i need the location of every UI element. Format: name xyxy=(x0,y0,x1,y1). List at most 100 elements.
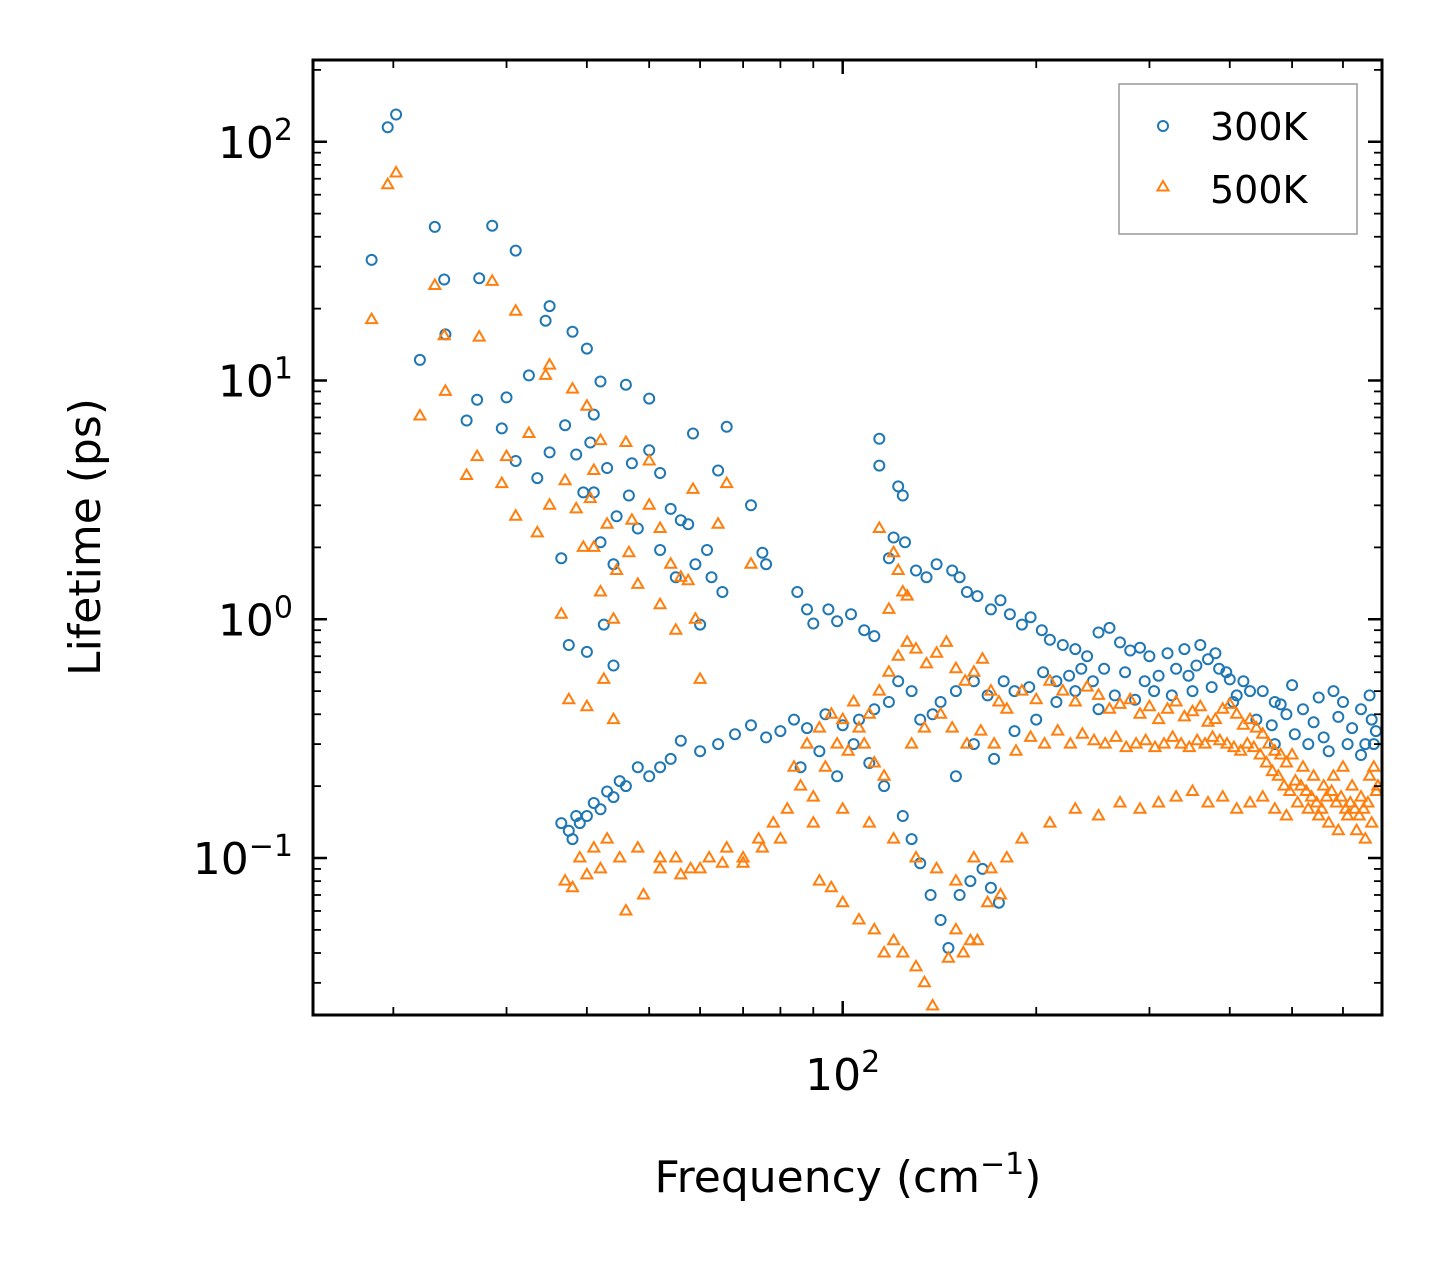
data-point-500k xyxy=(780,801,795,814)
data-point-500k xyxy=(933,706,948,719)
data-point-500k xyxy=(1331,822,1346,836)
data-point-300k xyxy=(745,719,757,732)
data-point-300k xyxy=(643,392,656,405)
data-point-300k xyxy=(625,457,638,470)
data-point-500k xyxy=(999,850,1015,863)
data-point-300k xyxy=(654,761,667,774)
data-point-300k xyxy=(1209,647,1222,660)
data-point-300k xyxy=(1244,685,1256,698)
data-point-500k xyxy=(851,912,867,925)
data-point-500k xyxy=(593,860,608,874)
data-point-500k xyxy=(1321,815,1336,828)
data-point-500k xyxy=(484,273,500,286)
data-point-300k xyxy=(1143,650,1156,663)
data-point-300k xyxy=(1148,685,1161,698)
data-point-500k xyxy=(1340,808,1355,821)
data-point-500k xyxy=(1128,736,1144,749)
data-point-300k xyxy=(1138,675,1151,688)
data-point-300k xyxy=(924,889,937,901)
data-point-500k xyxy=(1219,736,1235,749)
data-point-500k xyxy=(899,588,915,601)
data-point-500k xyxy=(652,860,668,874)
data-point-500k xyxy=(1226,739,1242,753)
data-point-300k xyxy=(1355,749,1367,761)
data-point-500k xyxy=(1055,683,1071,696)
data-point-500k xyxy=(1267,743,1283,756)
data-point-500k xyxy=(1369,783,1382,796)
data-point-500k xyxy=(668,850,684,863)
data-point-300k xyxy=(1205,681,1218,694)
data-point-300k xyxy=(934,914,947,926)
data-point-500k xyxy=(1338,801,1354,814)
data-point-500k xyxy=(1014,683,1030,696)
data-point-300k xyxy=(613,775,626,788)
data-point-500k xyxy=(1259,755,1274,768)
data-point-500k xyxy=(494,475,510,489)
data-point-500k xyxy=(1288,773,1303,786)
data-point-300k xyxy=(1363,689,1376,702)
data-point-300k xyxy=(687,427,699,440)
data-point-300k xyxy=(486,219,499,232)
data-point-300k xyxy=(997,675,1010,688)
data-point-300k xyxy=(712,738,725,751)
data-point-500k xyxy=(1014,831,1030,844)
data-point-500k xyxy=(1273,747,1288,760)
data-point-500k xyxy=(427,277,443,290)
data-point-500k xyxy=(941,950,956,963)
data-point-300k xyxy=(791,586,804,598)
data-point-300k xyxy=(1129,693,1142,706)
data-point-500k xyxy=(561,691,577,705)
data-point-500k xyxy=(919,655,934,669)
data-point-500k xyxy=(1335,759,1351,772)
data-point-500k xyxy=(606,611,621,624)
data-point-300k xyxy=(610,510,623,523)
data-point-300k xyxy=(390,108,403,121)
data-point-300k xyxy=(539,314,552,327)
data-point-300k xyxy=(920,571,933,584)
data-point-300k xyxy=(570,448,583,461)
data-point-300k xyxy=(438,273,451,286)
data-point-500k xyxy=(663,556,678,569)
data-point-300k xyxy=(1069,643,1082,656)
data-point-300k xyxy=(1075,662,1088,675)
data-point-500k xyxy=(680,572,696,586)
data-point-500k xyxy=(1142,698,1157,712)
data-point-300k xyxy=(994,594,1007,607)
data-point-500k xyxy=(542,497,557,510)
data-point-300k xyxy=(984,881,997,894)
data-point-500k xyxy=(991,694,1007,707)
data-point-300k xyxy=(1302,738,1315,751)
data-point-500k xyxy=(471,329,487,342)
data-point-300k xyxy=(619,378,632,391)
data-point-300k xyxy=(381,121,394,134)
data-point-500k xyxy=(641,497,657,510)
data-point-500k xyxy=(1298,783,1314,796)
data-point-300k xyxy=(1256,685,1269,698)
data-point-500k xyxy=(1097,736,1113,749)
data-point-300k xyxy=(716,586,729,598)
data-point-300k xyxy=(813,745,826,758)
data-point-300k xyxy=(946,564,959,577)
data-point-500k xyxy=(886,932,901,946)
data-point-500k xyxy=(890,562,906,575)
data-point-500k xyxy=(1168,694,1184,707)
data-point-300k xyxy=(674,734,687,747)
data-point-300k xyxy=(1152,669,1165,682)
data-point-500k xyxy=(459,467,474,480)
legend-marker-500k xyxy=(1155,179,1171,192)
data-point-500k xyxy=(1246,739,1262,753)
data-point-300k xyxy=(905,833,918,846)
data-point-300k xyxy=(988,752,1001,765)
data-point-500k xyxy=(1173,736,1189,749)
data-point-300k xyxy=(930,558,943,571)
data-point-500k xyxy=(835,801,850,814)
data-point-500k xyxy=(1311,808,1326,821)
data-point-500k xyxy=(1344,778,1360,791)
legend-label-300k: 300K xyxy=(1210,105,1309,149)
data-point-500k xyxy=(673,866,689,880)
data-point-300k xyxy=(631,761,644,774)
data-point-500k xyxy=(773,831,788,844)
data-point-300k xyxy=(858,624,871,637)
data-point-500k xyxy=(572,850,588,863)
